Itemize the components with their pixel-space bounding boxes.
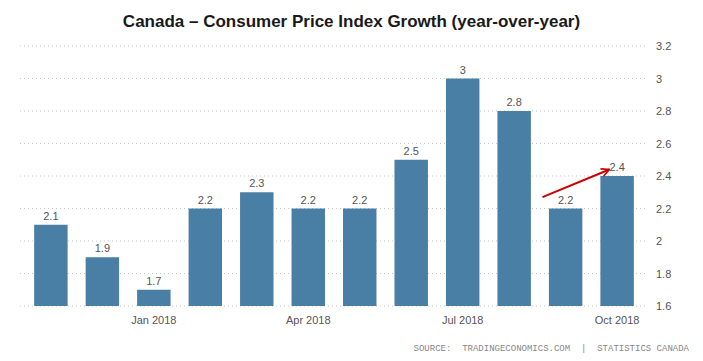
grid-line [20,111,648,112]
x-tick-label: Oct 2018 [595,314,640,326]
annotation-arrow [542,170,609,198]
bar [600,176,633,306]
data-label: 2.4 [609,161,624,173]
y-tick-label: 3.2 [656,40,671,52]
data-label: 2.2 [558,194,573,206]
grid-line [20,143,648,144]
grid-line [20,176,648,177]
bar [343,209,376,307]
x-tick-label: Jan 2018 [131,314,176,326]
bar [189,209,222,307]
y-tick-label: 2.4 [656,170,671,182]
y-tick-label: 2.2 [656,203,671,215]
bars [34,79,634,307]
data-label: 2.2 [198,194,213,206]
bar [86,257,119,306]
x-tick-label: Jul 2018 [442,314,484,326]
data-label: 2.8 [507,96,522,108]
bar [292,209,325,307]
data-label: 2.2 [301,194,316,206]
grid-line [20,78,648,79]
bar [394,160,427,306]
x-tick-label: Apr 2018 [286,314,331,326]
bar [137,290,170,306]
data-label: 2.2 [352,194,367,206]
bar [446,79,479,307]
bar [34,225,67,306]
bar [549,209,582,307]
y-tick-label: 1.6 [656,300,671,312]
bar [497,111,530,306]
data-label: 3 [460,64,466,76]
data-label: 1.9 [95,242,110,254]
data-label: 2.5 [404,145,419,157]
y-tick-label: 3 [656,73,662,85]
data-label: 2.3 [249,177,264,189]
grid [20,46,648,306]
data-label: 2.1 [43,210,58,222]
y-tick-label: 2 [656,235,662,247]
source: SOURCE: TRADINGECONOMICS.COM | STATISTIC… [414,344,690,354]
y-tick-label: 2.6 [656,138,671,150]
data-label: 1.7 [146,275,161,287]
title: Canada – Consumer Price Index Growth (ye… [123,12,580,31]
chart: Canada – Consumer Price Index Growth (ye… [0,0,703,361]
y-tick-label: 2.8 [656,105,671,117]
y-tick-label: 1.8 [656,268,671,280]
bar [240,192,273,306]
grid-line [20,46,648,47]
